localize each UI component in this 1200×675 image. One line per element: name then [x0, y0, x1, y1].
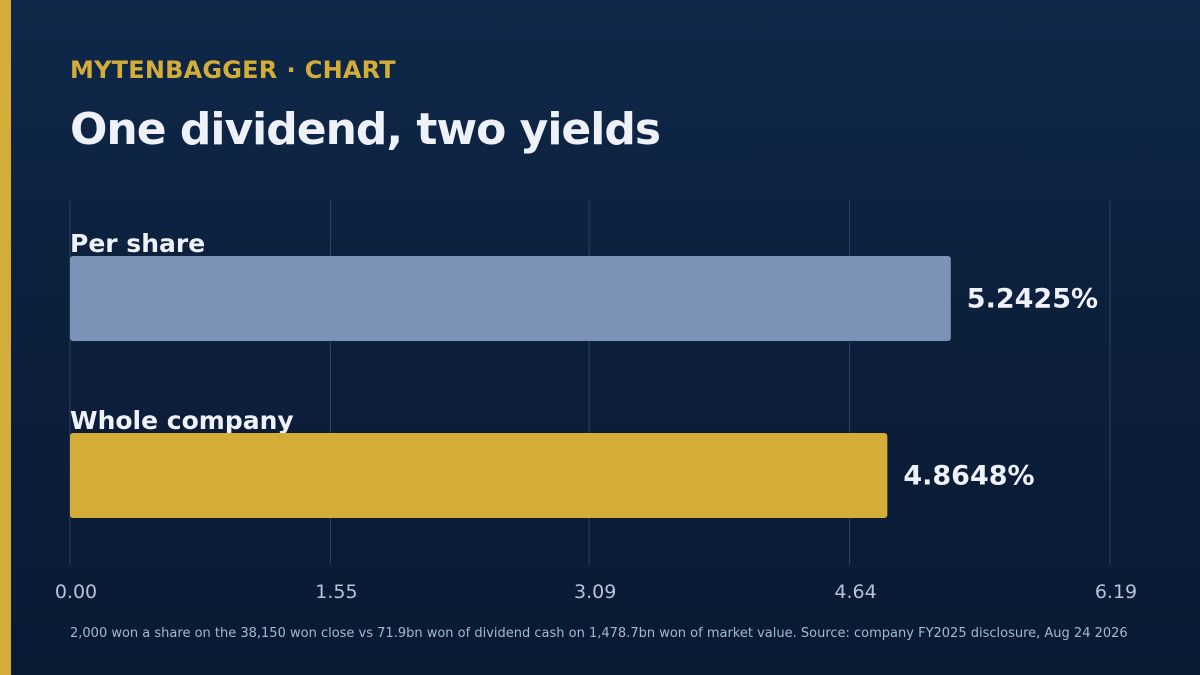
- category-label: Per share: [70, 229, 205, 258]
- x-tick-label: 1.55: [315, 581, 357, 603]
- kicker: MYTENBAGGER · CHART: [70, 56, 396, 84]
- section-label: CHART: [304, 56, 396, 84]
- bar: [70, 433, 888, 518]
- accent-bar: [0, 0, 11, 675]
- kicker-separator: ·: [286, 56, 296, 84]
- chart-title: One dividend, two yields: [70, 104, 661, 155]
- source-footnote: 2,000 won a share on the 38,150 won clos…: [70, 626, 1128, 641]
- x-tick-label: 3.09: [574, 581, 616, 603]
- x-tick-label: 4.64: [834, 581, 876, 603]
- x-tick-label: 0.00: [55, 581, 97, 603]
- brand-name: MYTENBAGGER: [70, 56, 278, 84]
- bar: [70, 256, 951, 341]
- x-tick-label: 6.19: [1095, 581, 1137, 603]
- category-label: Whole company: [70, 406, 294, 435]
- data-label: 5.2425%: [967, 284, 1098, 315]
- data-label: 4.8648%: [903, 461, 1034, 492]
